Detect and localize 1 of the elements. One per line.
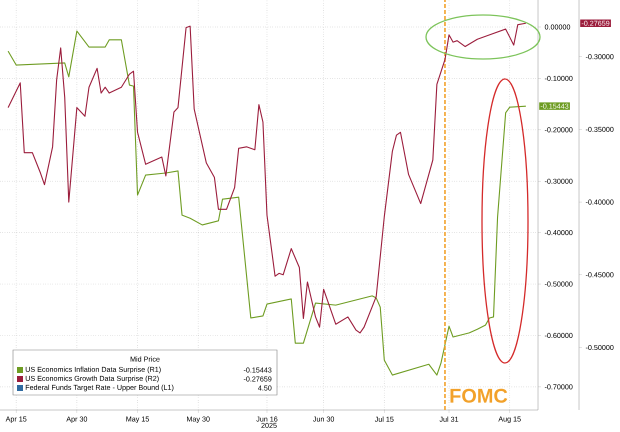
ref-line-label: FOMC [450,388,508,403]
